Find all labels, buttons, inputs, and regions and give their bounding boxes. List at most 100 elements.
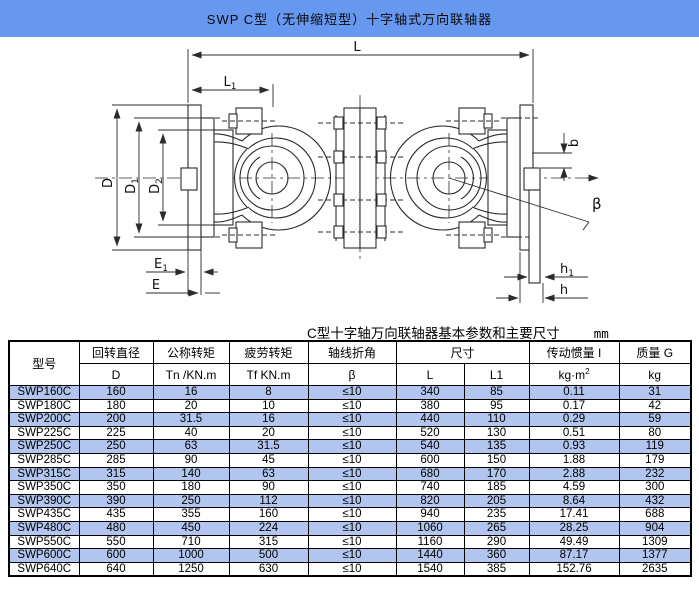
table-cell: 0.17 bbox=[528, 398, 620, 414]
table-cell: ≤10 bbox=[307, 412, 397, 427]
title-bar: SWP C型（无伸缩短型）十字轴式万向联轴器 bbox=[0, 0, 699, 37]
table-cell: 315 bbox=[228, 534, 309, 550]
table-cell: SWP435C bbox=[8, 507, 80, 522]
table-cell: 49.49 bbox=[528, 534, 620, 550]
table-cell: 16 bbox=[228, 412, 309, 427]
table-row: SWP480C 480 450 224 ≤10 1060 265 28.25 904 bbox=[8, 520, 692, 536]
dimension-E1: E1 bbox=[146, 250, 218, 295]
table-cell: 432 bbox=[618, 493, 692, 509]
table-cell: 440 bbox=[395, 412, 465, 427]
col-subheader-mass-unit: kg bbox=[618, 363, 692, 386]
col-subheader-L: L bbox=[395, 363, 465, 386]
center-flange bbox=[318, 95, 403, 261]
col-subheader-inertia-unit: kg·m2 bbox=[528, 363, 620, 386]
table-cell: 688 bbox=[618, 507, 692, 522]
table-cell: ≤10 bbox=[307, 520, 397, 536]
table-cell: 1160 bbox=[395, 534, 465, 550]
table-cell: 28.25 bbox=[528, 520, 620, 536]
table-cell: 20 bbox=[152, 398, 230, 414]
spec-table: 型号 回转直径 公称转矩 疲劳转矩 轴线折角 尺寸 传动惯量 I 质量 G D … bbox=[8, 340, 693, 578]
table-caption-unit: mm bbox=[593, 326, 609, 341]
table-cell: 1540 bbox=[395, 561, 465, 577]
dimension-E: E bbox=[146, 278, 220, 297]
dim-label-h: h bbox=[560, 283, 568, 298]
table-row: SWP160C 160 16 8 ≤10 340 85 0.11 31 bbox=[8, 385, 692, 400]
col-header-fatigue-torque: 疲劳转矩 bbox=[228, 340, 309, 364]
dim-label-E1: E1 bbox=[154, 257, 168, 274]
table-cell: 600 bbox=[395, 452, 465, 468]
table-cell: SWP225C bbox=[8, 425, 80, 441]
dim-label-L1: L1 bbox=[224, 75, 237, 92]
table-cell: SWP550C bbox=[8, 534, 80, 550]
table-cell: ≤10 bbox=[307, 466, 397, 482]
table-cell: 150 bbox=[463, 452, 530, 468]
dimension-L1: L1 bbox=[191, 75, 274, 107]
table-cell: ≤10 bbox=[307, 398, 397, 414]
table-cell: 630 bbox=[228, 561, 309, 577]
dim-label-E: E bbox=[152, 278, 160, 293]
technical-drawing: L L1 D D1 D2 E1 E b bbox=[95, 40, 602, 303]
table-cell: SWP480C bbox=[8, 520, 80, 536]
table-cell: 20 bbox=[228, 425, 309, 441]
table-cell: ≤10 bbox=[307, 425, 397, 441]
table-cell: 110 bbox=[463, 412, 530, 427]
table-cell: 170 bbox=[463, 466, 530, 482]
table-cell: 10 bbox=[228, 398, 309, 414]
table-cell: ≤10 bbox=[307, 561, 397, 577]
table-cell: 17.41 bbox=[528, 507, 620, 522]
table-row: SWP250C 250 63 31.5 ≤10 540 135 0.93 119 bbox=[8, 439, 692, 454]
table-row: SWP390C 390 250 112 ≤10 820 205 8.64 432 bbox=[8, 493, 692, 509]
table-cell: SWP600C bbox=[8, 548, 80, 563]
table-cell: 205 bbox=[463, 493, 530, 509]
table-cell: ≤10 bbox=[307, 452, 397, 468]
col-header-inertia: 传动惯量 I bbox=[528, 340, 620, 364]
col-header-diameter: 回转直径 bbox=[78, 340, 154, 364]
table-cell: 224 bbox=[228, 520, 309, 536]
table-cell: SWP180C bbox=[8, 398, 80, 414]
table-cell: 31.5 bbox=[228, 439, 309, 454]
table-cell: 480 bbox=[78, 520, 154, 536]
table-cell: 820 bbox=[395, 493, 465, 509]
col-header-model: 型号 bbox=[8, 340, 80, 386]
table-cell: ≤10 bbox=[307, 534, 397, 550]
table-row: SWP315C 315 140 63 ≤10 680 170 2.88 232 bbox=[8, 466, 692, 482]
table-cell: 350 bbox=[78, 480, 154, 495]
dimension-D2: D2 bbox=[148, 129, 215, 226]
table-row: SWP600C 600 1000 500 ≤10 1440 360 87.17 1377 bbox=[8, 548, 692, 563]
table-caption: C型十字轴万向联轴器基本参数和主要尺寸 mm bbox=[307, 322, 609, 342]
table-cell: 8.64 bbox=[528, 493, 620, 509]
table-cell: 380 bbox=[395, 398, 465, 414]
dimension-L: L bbox=[187, 40, 534, 103]
table-cell: 640 bbox=[78, 561, 154, 577]
table-cell: 180 bbox=[78, 398, 154, 414]
table-row: SWP180C 180 20 10 ≤10 380 95 0.17 42 bbox=[8, 398, 692, 414]
table-cell: 80 bbox=[618, 425, 692, 441]
table-cell: 385 bbox=[463, 561, 530, 577]
table-cell: 225 bbox=[78, 425, 154, 441]
table-cell: SWP160C bbox=[8, 385, 80, 400]
table-cell: 42 bbox=[618, 398, 692, 414]
table-cell: 360 bbox=[463, 548, 530, 563]
table-cell: 250 bbox=[152, 493, 230, 509]
table-cell: 0.11 bbox=[528, 385, 620, 400]
dim-label-L: L bbox=[353, 40, 361, 55]
table-cell: 355 bbox=[152, 507, 230, 522]
table-cell: ≤10 bbox=[307, 385, 397, 400]
table-cell: 285 bbox=[78, 452, 154, 468]
table-cell: SWP200C bbox=[8, 412, 80, 427]
table-cell: 2635 bbox=[618, 561, 692, 577]
table-cell: 520 bbox=[395, 425, 465, 441]
dim-label-D1: D1 bbox=[124, 178, 141, 194]
table-header: 型号 回转直径 公称转矩 疲劳转矩 轴线折角 尺寸 传动惯量 I 质量 G D … bbox=[8, 340, 692, 386]
table-cell: 1000 bbox=[152, 548, 230, 563]
col-subheader-Tf: Tf KN.m bbox=[228, 363, 309, 386]
table-cell: 235 bbox=[463, 507, 530, 522]
table-cell: 250 bbox=[78, 439, 154, 454]
dimension-beta: β bbox=[448, 177, 602, 231]
table-cell: 180 bbox=[152, 480, 230, 495]
dim-label-beta: β bbox=[592, 195, 602, 213]
table-cell: 1440 bbox=[395, 548, 465, 563]
table-cell: 680 bbox=[395, 466, 465, 482]
dimension-h1: h1 bbox=[504, 262, 588, 281]
dim-label-D2: D2 bbox=[148, 178, 165, 194]
